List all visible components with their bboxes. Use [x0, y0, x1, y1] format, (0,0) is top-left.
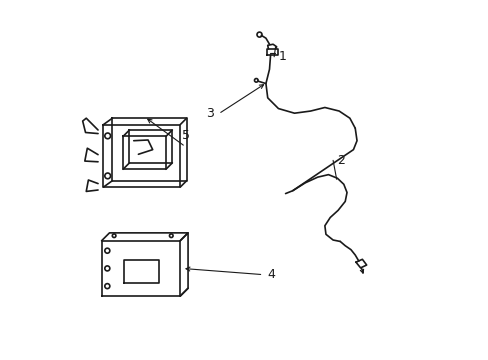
Text: 3: 3 — [206, 107, 214, 120]
Text: 4: 4 — [267, 268, 275, 281]
Text: 5: 5 — [181, 130, 189, 143]
Text: 2: 2 — [337, 154, 345, 167]
Text: 1: 1 — [278, 50, 286, 63]
